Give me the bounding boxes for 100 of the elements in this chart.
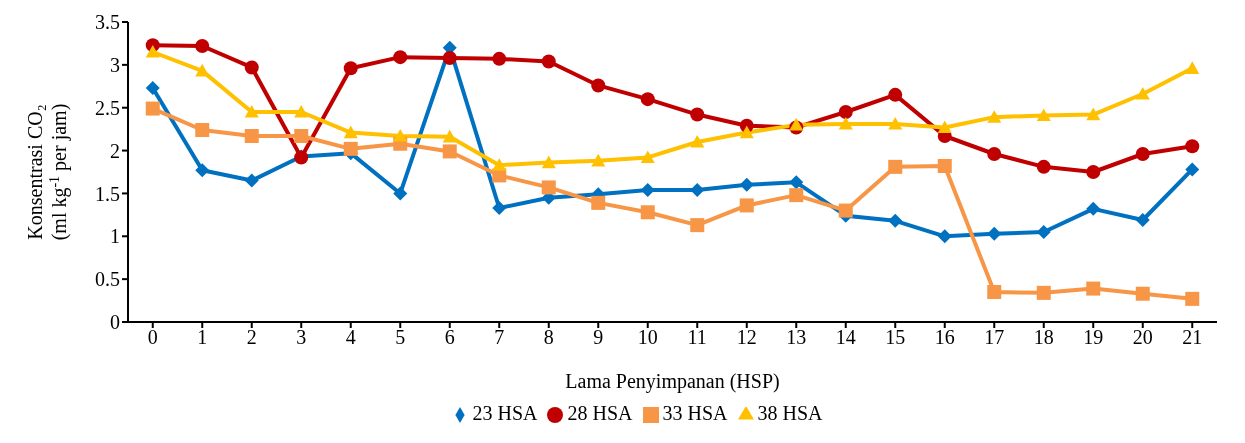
- point: [442, 129, 457, 143]
- point: [1086, 281, 1101, 296]
- point: [393, 129, 408, 142]
- point: [739, 177, 754, 192]
- point: [987, 147, 1002, 161]
- x-tick-label: 10: [637, 326, 658, 349]
- point: [541, 54, 556, 69]
- point: [640, 205, 655, 220]
- point: [690, 107, 705, 122]
- x-tick-label: 0: [147, 326, 158, 349]
- point: [244, 60, 259, 75]
- x-tick-label: 11: [687, 326, 707, 349]
- x-tick-label: 5: [395, 326, 406, 349]
- point: [145, 45, 160, 58]
- point: [987, 285, 1002, 299]
- y-tick-label: 0.5: [95, 268, 120, 291]
- point: [195, 39, 210, 53]
- x-tick-label: 18: [1033, 326, 1054, 349]
- x-tick-label: 12: [736, 326, 757, 349]
- point: [937, 120, 952, 134]
- point: [789, 188, 804, 203]
- point: [987, 110, 1002, 123]
- point: [442, 144, 457, 159]
- point: [690, 183, 705, 197]
- x-axis-title: Lama Penyimpanan (HSP): [565, 370, 780, 393]
- y-tick-label: 3: [110, 53, 120, 76]
- y-tick-label: 3.5: [95, 11, 120, 34]
- legend-label: 38 HSA: [757, 402, 823, 424]
- x-tick-label: 6: [444, 326, 455, 349]
- x-tick-label: 4: [345, 326, 356, 349]
- y-tick-label: 1: [110, 225, 120, 248]
- point: [244, 129, 259, 143]
- point: [343, 61, 358, 76]
- point: [591, 153, 606, 167]
- point: [244, 173, 259, 188]
- point: [987, 226, 1002, 241]
- point: [739, 125, 754, 139]
- point: [1135, 147, 1150, 161]
- point: [888, 117, 903, 130]
- point: [937, 229, 952, 244]
- point: [1036, 159, 1051, 174]
- point: [393, 50, 408, 65]
- point: [1086, 107, 1101, 121]
- x-tick-label: 20: [1132, 326, 1153, 349]
- point: [145, 101, 160, 116]
- point: [838, 105, 853, 119]
- y-tick-label: 2: [110, 139, 120, 162]
- point: [343, 125, 358, 139]
- point: [1185, 162, 1200, 177]
- point: [888, 159, 903, 174]
- point: [690, 218, 705, 233]
- point: [343, 141, 358, 156]
- point: [789, 117, 804, 131]
- point: [789, 175, 804, 190]
- point: [690, 135, 705, 148]
- point: [1086, 201, 1101, 216]
- x-tick-label: 16: [934, 326, 955, 349]
- point: [244, 105, 259, 118]
- x-tick-label: 7: [494, 326, 505, 349]
- point: [937, 159, 952, 173]
- point: [739, 198, 754, 213]
- point: [294, 105, 309, 118]
- point: [1185, 61, 1200, 74]
- point: [195, 163, 210, 178]
- point: [640, 183, 655, 197]
- point: [1185, 139, 1200, 154]
- y-tick-label: 0: [110, 311, 120, 334]
- y-tick-label: 1.5: [95, 182, 120, 205]
- point: [1135, 213, 1150, 227]
- point: [591, 195, 606, 210]
- point: [591, 78, 606, 93]
- x-tick-label: 8: [543, 326, 554, 349]
- point: [442, 51, 457, 65]
- point: [888, 87, 903, 102]
- x-tick-label: 19: [1083, 326, 1104, 349]
- point: [1086, 165, 1101, 179]
- point: [838, 203, 853, 218]
- x-tick-label: 13: [786, 326, 807, 349]
- point: [492, 158, 507, 171]
- point: [640, 150, 655, 164]
- x-tick-label: 14: [835, 326, 856, 349]
- x-tick-label: 17: [984, 326, 1005, 349]
- x-tick-label: 1: [197, 326, 208, 349]
- y-tick-label: 2.5: [95, 96, 120, 119]
- point: [195, 63, 210, 77]
- point: [1135, 87, 1150, 100]
- x-tick-label: 21: [1182, 326, 1203, 349]
- legend-label: 33 HSA: [662, 402, 728, 424]
- point: [541, 155, 556, 169]
- point: [1036, 285, 1051, 300]
- point: [195, 123, 210, 137]
- point: [294, 129, 309, 143]
- legend-label: 23 HSA: [472, 402, 538, 424]
- point: [640, 92, 655, 107]
- point: [888, 213, 903, 228]
- point: [492, 201, 507, 215]
- point: [393, 186, 408, 201]
- point: [1185, 291, 1200, 306]
- point: [145, 81, 160, 95]
- legend-label: 28 HSA: [567, 402, 633, 424]
